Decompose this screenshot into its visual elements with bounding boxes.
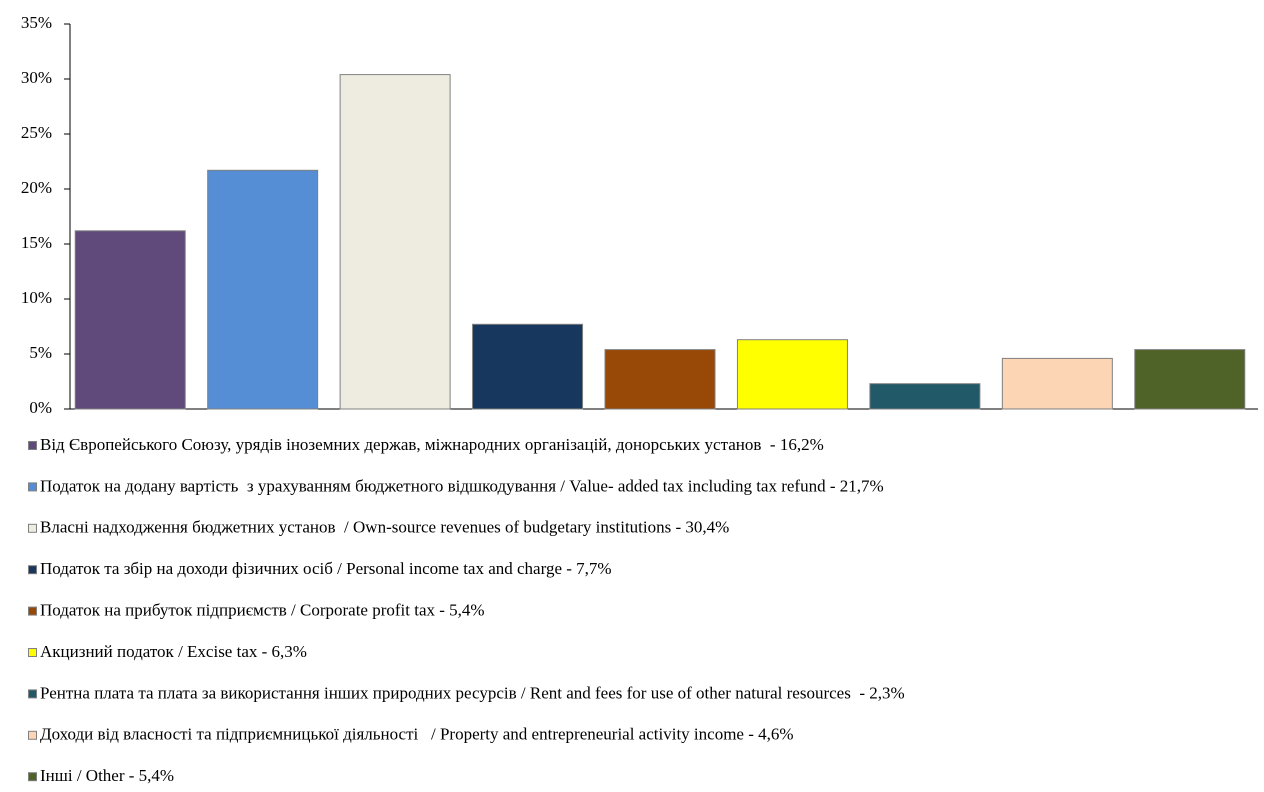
bar [736, 339, 848, 410]
bar [207, 169, 319, 410]
bar [1001, 357, 1113, 410]
legend-label: Від Європейського Союзу, урядів іноземни… [40, 435, 824, 454]
y-tick-label: 25% [21, 123, 52, 142]
bar [869, 383, 981, 410]
legend-swatch [28, 606, 37, 616]
bar [74, 230, 186, 410]
legend-swatch [28, 648, 37, 657]
legend-label: Податок на прибуток підприємств / Corpor… [40, 601, 485, 620]
legend-label: Рентна плата та плата за використання ін… [40, 683, 905, 702]
y-tick-label: 30% [21, 68, 52, 87]
legend-label: Інші / Other - 5,4% [40, 766, 174, 785]
y-tick-label: 10% [21, 288, 52, 307]
legend-swatch [28, 689, 37, 699]
bar [339, 74, 451, 410]
y-tick-label: 5% [29, 343, 52, 362]
legend-label: Доходи від власності та підприємницької … [40, 725, 794, 744]
y-tick-label: 0% [29, 398, 52, 417]
legend-swatch [28, 730, 37, 740]
legend-swatch [28, 772, 37, 782]
y-tick-label: 15% [21, 233, 52, 252]
y-tick-label: 20% [21, 178, 52, 197]
legend-label: Акцизний податок / Excise tax - 6,3% [40, 642, 307, 661]
legend-swatch [28, 523, 37, 533]
y-tick-label: 35% [21, 13, 52, 32]
bar [472, 323, 584, 410]
legend-swatch [28, 565, 37, 575]
legend-label: Податок на додану вартість з урахуванням… [40, 476, 884, 495]
legend-label: Власні надходження бюджетних установ / O… [40, 518, 729, 537]
bar [604, 349, 716, 410]
bar [1134, 349, 1246, 410]
legend-swatch [28, 441, 37, 450]
legend-label: Податок та збір на доходи фізичних осіб … [40, 559, 612, 578]
legend-swatch [28, 482, 37, 492]
